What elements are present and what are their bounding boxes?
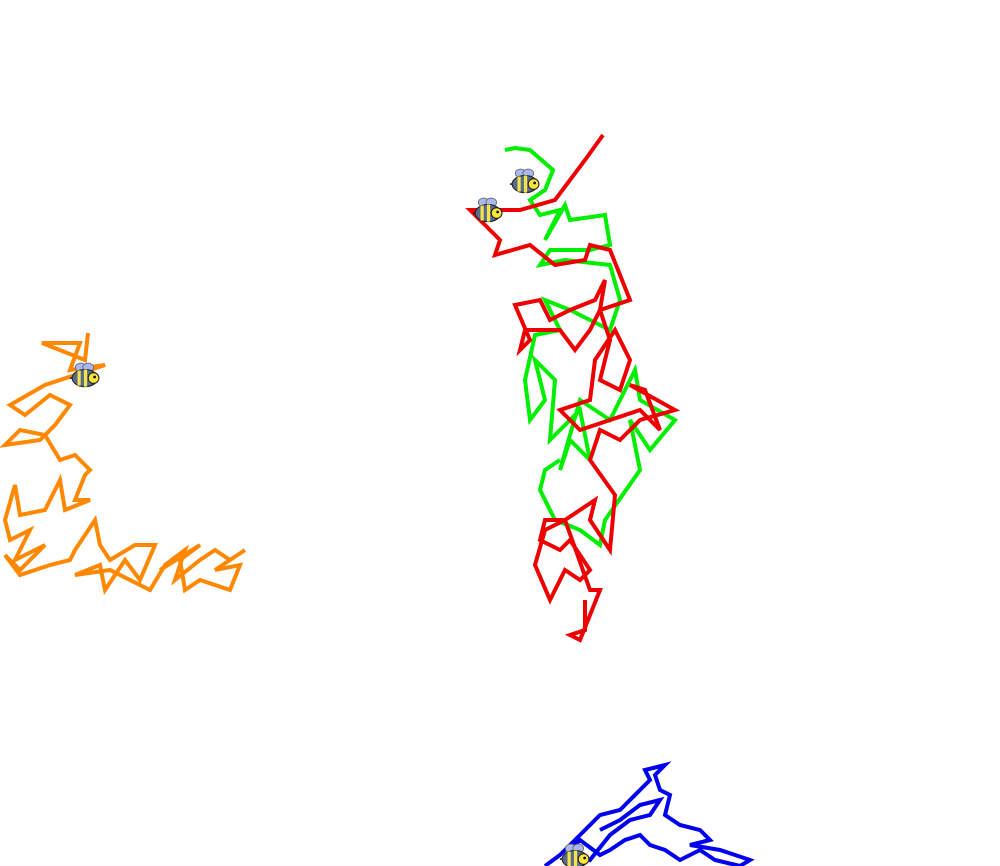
orange-trail: [0, 332, 247, 596]
bee: [510, 168, 540, 194]
bee: [560, 843, 590, 866]
red-trail: [465, 133, 681, 643]
blue-trail: [543, 761, 755, 866]
